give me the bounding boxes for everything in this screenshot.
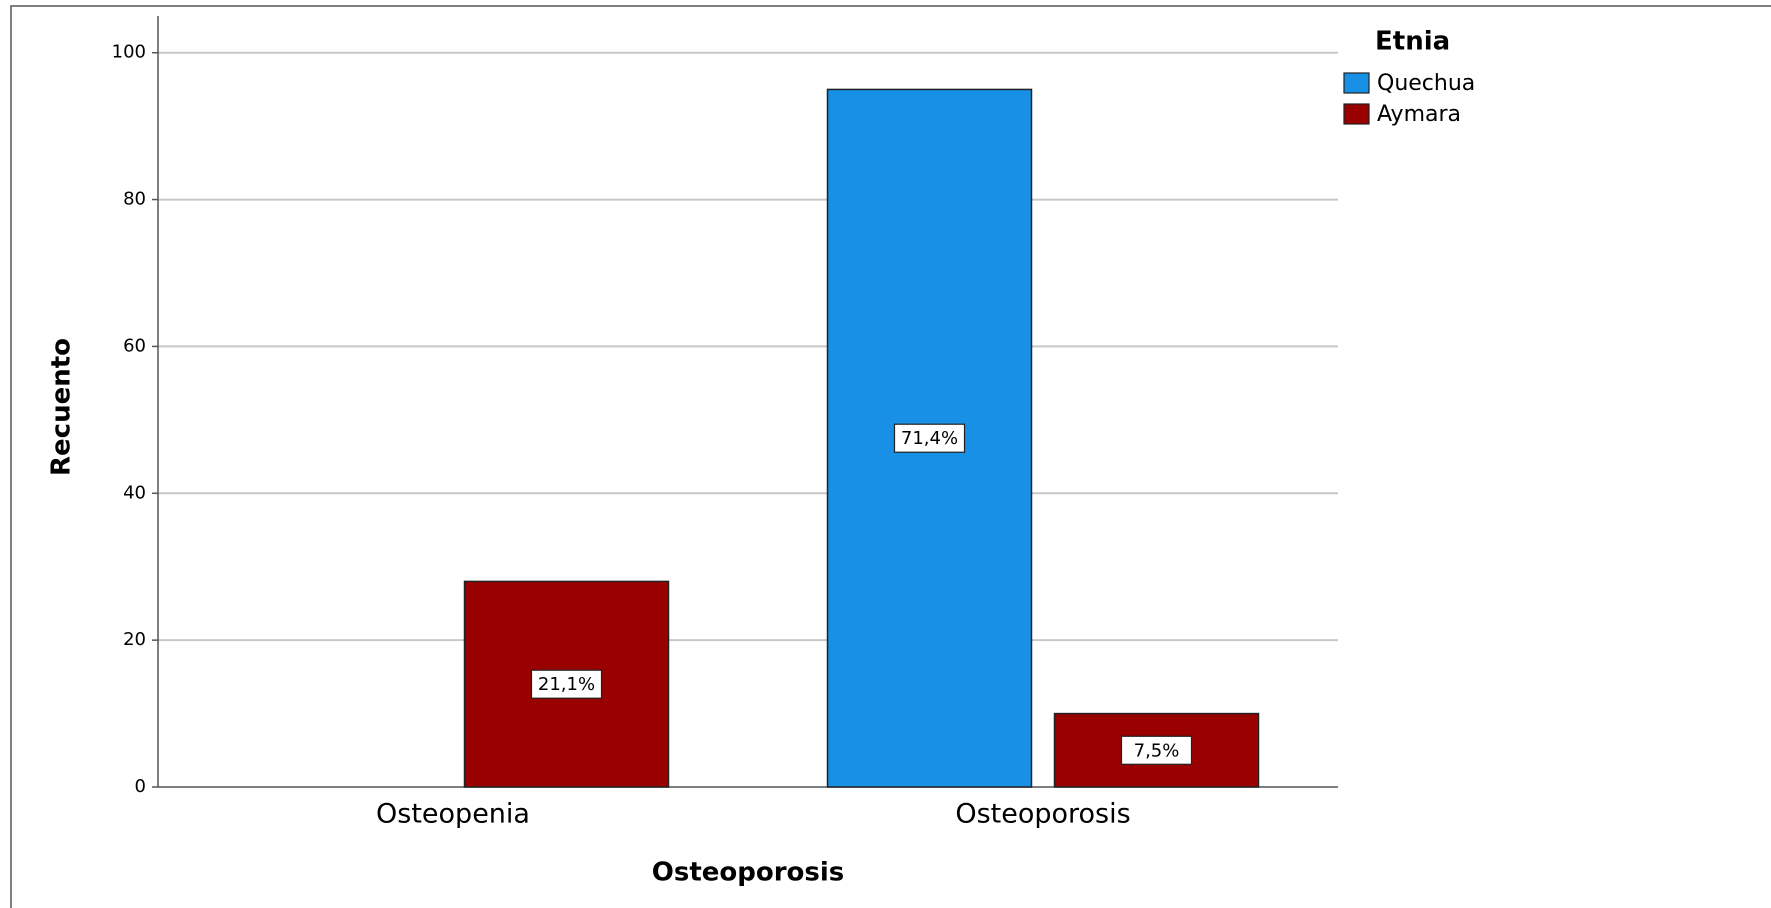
- legend-title: Etnia: [1375, 27, 1450, 57]
- y-tick-label: 20: [123, 629, 146, 650]
- x-tick-label: Osteopenia: [376, 799, 530, 830]
- data-label: 21,1%: [538, 674, 595, 695]
- y-tick-label: 80: [123, 189, 146, 210]
- y-tick-label: 60: [123, 335, 146, 356]
- y-tick-label: 0: [135, 776, 146, 797]
- y-axis-title: Recuento: [47, 338, 77, 476]
- y-tick-label: 40: [123, 482, 146, 503]
- legend-label: Quechua: [1377, 71, 1475, 96]
- data-label-box: [530, 669, 603, 699]
- data-label: 71,4%: [901, 428, 958, 449]
- legend-swatch: [1343, 72, 1370, 94]
- legend-label: Aymara: [1377, 102, 1461, 127]
- x-axis-title: Osteoporosis: [652, 858, 845, 888]
- data-label-box: [1120, 735, 1193, 765]
- y-tick-label: 100: [112, 42, 146, 63]
- data-label: 7,5%: [1134, 740, 1180, 761]
- legend-swatch: [1343, 103, 1370, 125]
- x-tick-label: Osteoporosis: [955, 799, 1130, 830]
- data-label-box: [893, 423, 966, 453]
